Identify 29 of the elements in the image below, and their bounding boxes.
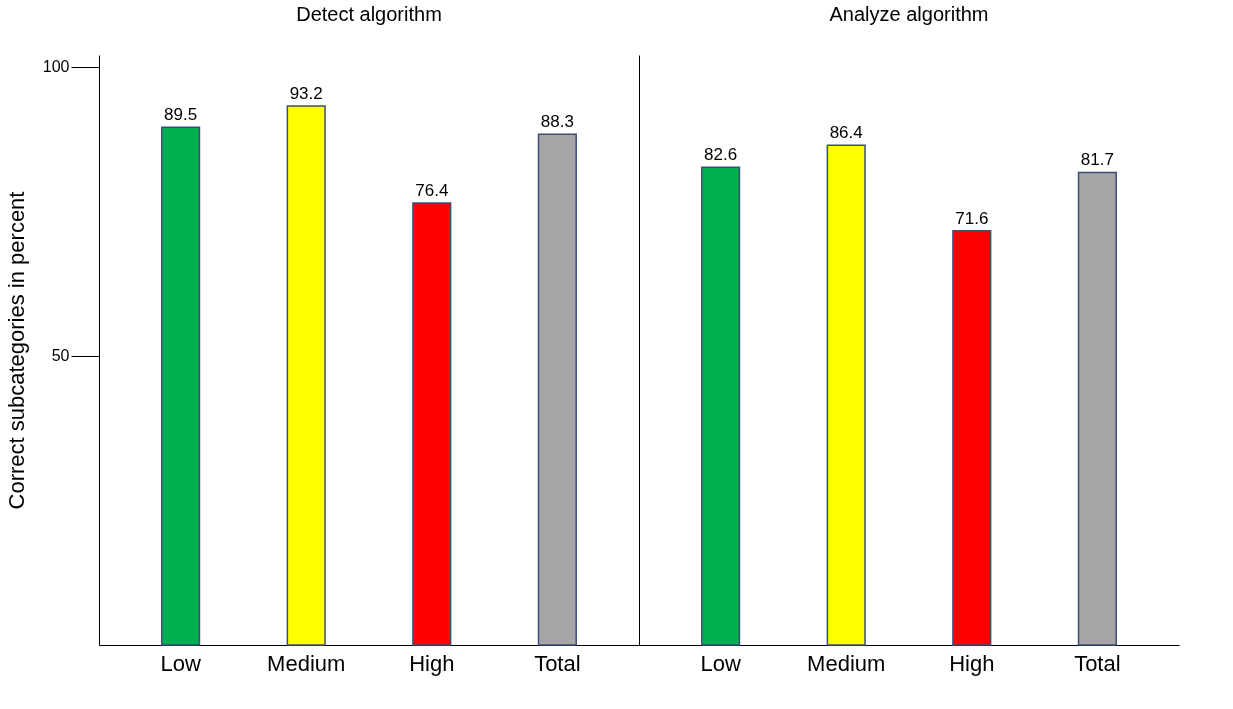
x-tick-label: Total xyxy=(1074,650,1121,676)
data-label: 81.7 xyxy=(1080,150,1114,170)
x-tick-label: High xyxy=(949,650,995,676)
y-tick-label: 100 xyxy=(42,58,70,76)
bar xyxy=(701,166,741,646)
data-label: 71.6 xyxy=(955,208,989,228)
data-label: 88.3 xyxy=(540,112,574,132)
y-tick-label: 50 xyxy=(51,347,70,365)
x-tick-label: Low xyxy=(700,650,741,676)
data-label: 76.4 xyxy=(415,181,449,201)
x-tick-label: Medium xyxy=(267,650,346,676)
y-axis-title: Correct subcategories in percent xyxy=(3,191,29,510)
x-tick-label: Medium xyxy=(807,650,886,676)
x-tick-label: High xyxy=(409,650,455,676)
bar xyxy=(952,230,992,646)
data-label: 82.6 xyxy=(704,145,738,165)
chart-title: Analyze algorithm xyxy=(829,3,989,25)
bar xyxy=(826,144,866,646)
bar xyxy=(1077,171,1117,646)
bar xyxy=(286,105,326,646)
data-label: 89.5 xyxy=(164,105,198,125)
data-label: 93.2 xyxy=(289,83,323,103)
bar xyxy=(412,202,452,646)
bar xyxy=(537,133,577,646)
bar xyxy=(161,126,201,646)
data-label: 86.4 xyxy=(829,123,863,143)
x-tick-label: Low xyxy=(160,650,201,676)
x-tick-label: Total xyxy=(534,650,581,676)
chart-title: Detect algorithm xyxy=(296,3,442,25)
